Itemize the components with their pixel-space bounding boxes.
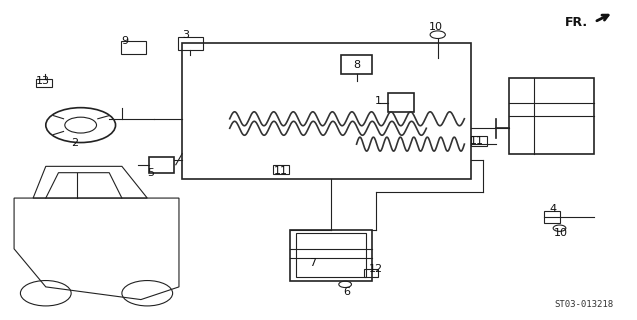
Text: 10: 10 — [554, 228, 568, 238]
Text: 11: 11 — [273, 166, 287, 176]
Text: 7: 7 — [308, 258, 316, 268]
Text: 9: 9 — [122, 36, 129, 46]
Text: FR.: FR. — [564, 15, 588, 28]
Text: 8: 8 — [353, 60, 360, 70]
Text: 4: 4 — [550, 204, 557, 214]
Text: 3: 3 — [182, 30, 189, 40]
Text: ST03-013218: ST03-013218 — [554, 300, 613, 309]
Text: 1: 1 — [375, 96, 382, 106]
Text: 5: 5 — [147, 168, 154, 178]
Text: 10: 10 — [429, 22, 443, 32]
Text: 2: 2 — [71, 138, 78, 148]
Text: 12: 12 — [369, 264, 383, 275]
Text: 11: 11 — [470, 136, 484, 146]
Text: 6: 6 — [343, 287, 350, 297]
Text: 13: 13 — [36, 76, 50, 86]
